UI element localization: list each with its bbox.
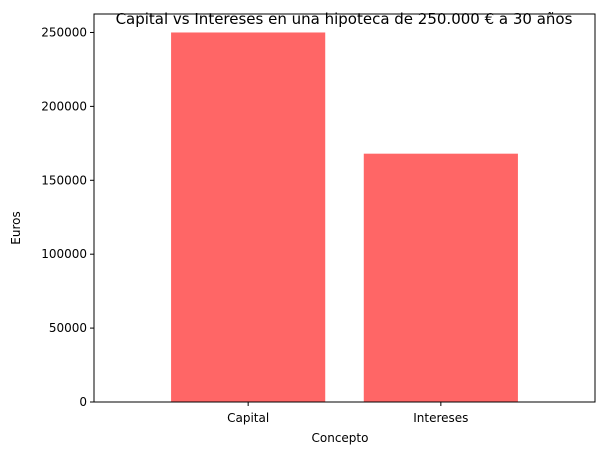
y-tick-label: 250000 xyxy=(41,25,87,39)
plot-frame xyxy=(93,13,596,403)
x-tick-label: Capital xyxy=(227,411,269,425)
x-axis: Capital Intereses xyxy=(227,402,468,425)
bar-intereses xyxy=(363,153,518,402)
y-tick-label: 50000 xyxy=(49,321,87,335)
x-axis-label: Concepto xyxy=(312,431,369,445)
x-tick-label: Intereses xyxy=(413,411,468,425)
y-axis-label: Euros xyxy=(9,211,23,244)
chart-title: Capital vs Intereses en una hipoteca de … xyxy=(116,10,573,28)
y-tick-label: 200000 xyxy=(41,99,87,113)
y-tick-label: 0 xyxy=(79,395,87,409)
y-axis: 0 50000 100000 150000 200000 250000 xyxy=(41,25,94,409)
bar-capital xyxy=(171,32,326,402)
bars-group xyxy=(171,32,518,402)
y-tick-label: 150000 xyxy=(41,173,87,187)
y-tick-label: 100000 xyxy=(41,247,87,261)
